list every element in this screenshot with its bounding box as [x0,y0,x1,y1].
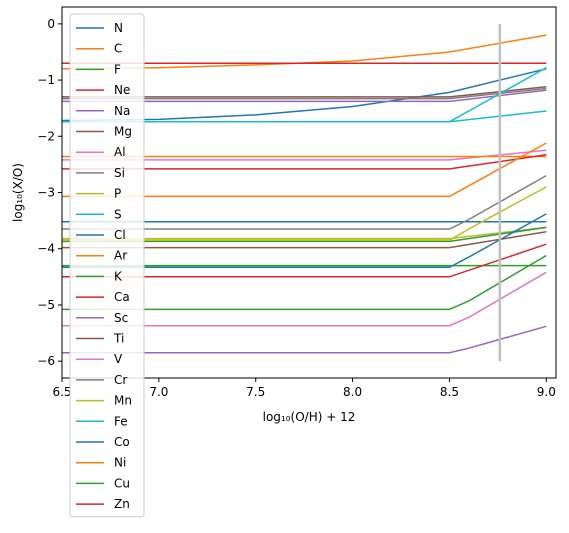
legend-label-v: V [114,352,123,366]
legend-label-ar: Ar [114,249,127,263]
legend-label-ti: Ti [113,332,124,346]
legend-label-co: Co [114,435,130,449]
series-line-sc [62,325,547,354]
legend-label-mg: Mg [114,125,132,139]
series-line-mn [62,186,547,242]
legend-label-cu: Cu [114,476,130,490]
legend-label-ni: Ni [114,456,126,470]
legend-label-k: K [114,269,123,283]
legend-label-na: Na [114,104,130,118]
x-tick-label: 8.5 [440,385,459,399]
y-tick-label: −3 [37,186,55,200]
legend-label-zn: Zn [114,497,130,511]
y-tick-label: −5 [37,298,55,312]
series-line-v [62,271,547,327]
series-line-ca [62,154,547,170]
series-line-cr [62,174,547,230]
series-line-ti [62,231,547,249]
legend-label-mn: Mn [114,394,132,408]
legend-label-al: Al [114,145,126,159]
legend-label-p: P [114,187,121,201]
x-tick-label: 6.5 [52,385,71,399]
legend-box [69,13,145,518]
legend: NCF Ne Na Mg Al Si PS Cl Ar K Ca Sc Ti V Cr Mn Fe Co Ni Cu Z… [69,13,145,518]
series-line-na [62,89,547,103]
legend-label-cr: Cr [114,373,127,387]
x-tick-label: 8.0 [343,385,362,399]
legend-label-f: F [114,62,121,76]
legend-label-c: C [114,42,122,56]
legend-label-sc: Sc [114,311,128,325]
legend-label-ne: Ne [114,83,130,97]
y-axis-ticks: 0 −1 −2 −3 −4 −5 −6 [37,17,62,368]
legend-label-n: N [114,21,123,35]
y-axis-label: log₁₀(X/O) [11,163,25,222]
series-line-fe [62,67,547,123]
legend-label-ca: Ca [114,290,130,304]
legend-label-si: Si [114,166,125,180]
x-tick-label: 7.5 [246,385,265,399]
series-line-al [62,149,547,161]
series-line-co [62,213,547,269]
y-tick-label: −2 [37,129,55,143]
legend-label-cl: Cl [114,228,126,242]
x-tick-label: 9.0 [537,385,556,399]
x-tick-label: 7.0 [149,385,168,399]
legend-label-s: S [114,207,122,221]
y-tick-label: −4 [37,242,55,256]
x-axis-label: log₁₀(O/H) + 12 [263,410,356,424]
y-tick-label: 0 [47,17,55,31]
series-line-ni [62,142,547,198]
y-tick-label: −6 [37,354,55,368]
series-line-zn [62,243,547,278]
series-line-mg [62,86,547,98]
x-axis-ticks: 6.5 7.0 7.5 8.0 8.5 9.0 [52,378,556,399]
legend-label-fe: Fe [114,414,128,428]
y-tick-label: −1 [37,73,55,87]
series-line-si [62,87,547,100]
series-line-cu [62,254,547,311]
